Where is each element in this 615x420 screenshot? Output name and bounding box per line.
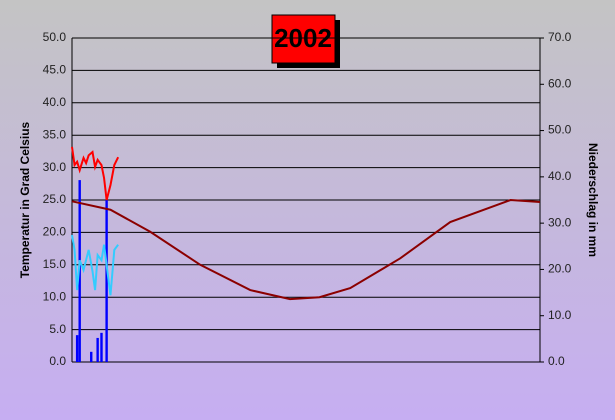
y-tick-label: 20.0 bbox=[43, 225, 67, 239]
y-tick-label: 50.0 bbox=[43, 30, 67, 44]
y2-tick-label: 10.0 bbox=[548, 308, 572, 322]
bar bbox=[105, 200, 108, 362]
y2-axis-title: Niederschlag in mm bbox=[586, 143, 600, 257]
y2-tick-label: 70.0 bbox=[548, 30, 572, 44]
line bbox=[71, 234, 119, 296]
y2-tick-label: 50.0 bbox=[548, 123, 572, 137]
y-tick-label: 0.0 bbox=[49, 354, 66, 368]
y-tick-label: 15.0 bbox=[43, 257, 67, 271]
line bbox=[71, 146, 120, 201]
y-tick-label: 35.0 bbox=[43, 127, 67, 141]
y2-tick-label: 0.0 bbox=[548, 354, 565, 368]
bar bbox=[90, 351, 93, 362]
y2-tick-label: 60.0 bbox=[548, 76, 572, 90]
y-axis-title: Temperatur in Grad Celsius bbox=[18, 121, 32, 278]
y2-tick-label: 30.0 bbox=[548, 215, 572, 229]
y-tick-label: 30.0 bbox=[43, 160, 67, 174]
bar bbox=[100, 332, 103, 362]
y-tick-label: 10.0 bbox=[43, 289, 67, 303]
y-tick-label: 40.0 bbox=[43, 95, 67, 109]
line bbox=[71, 198, 541, 301]
y-tick-label: 5.0 bbox=[49, 322, 66, 336]
y2-tick-label: 40.0 bbox=[548, 169, 572, 183]
title-box bbox=[271, 14, 336, 64]
y-tick-label: 45.0 bbox=[43, 63, 67, 77]
bar bbox=[96, 337, 99, 362]
y-tick-label: 25.0 bbox=[43, 192, 67, 206]
y2-tick-label: 20.0 bbox=[548, 262, 572, 276]
bar bbox=[75, 335, 79, 362]
